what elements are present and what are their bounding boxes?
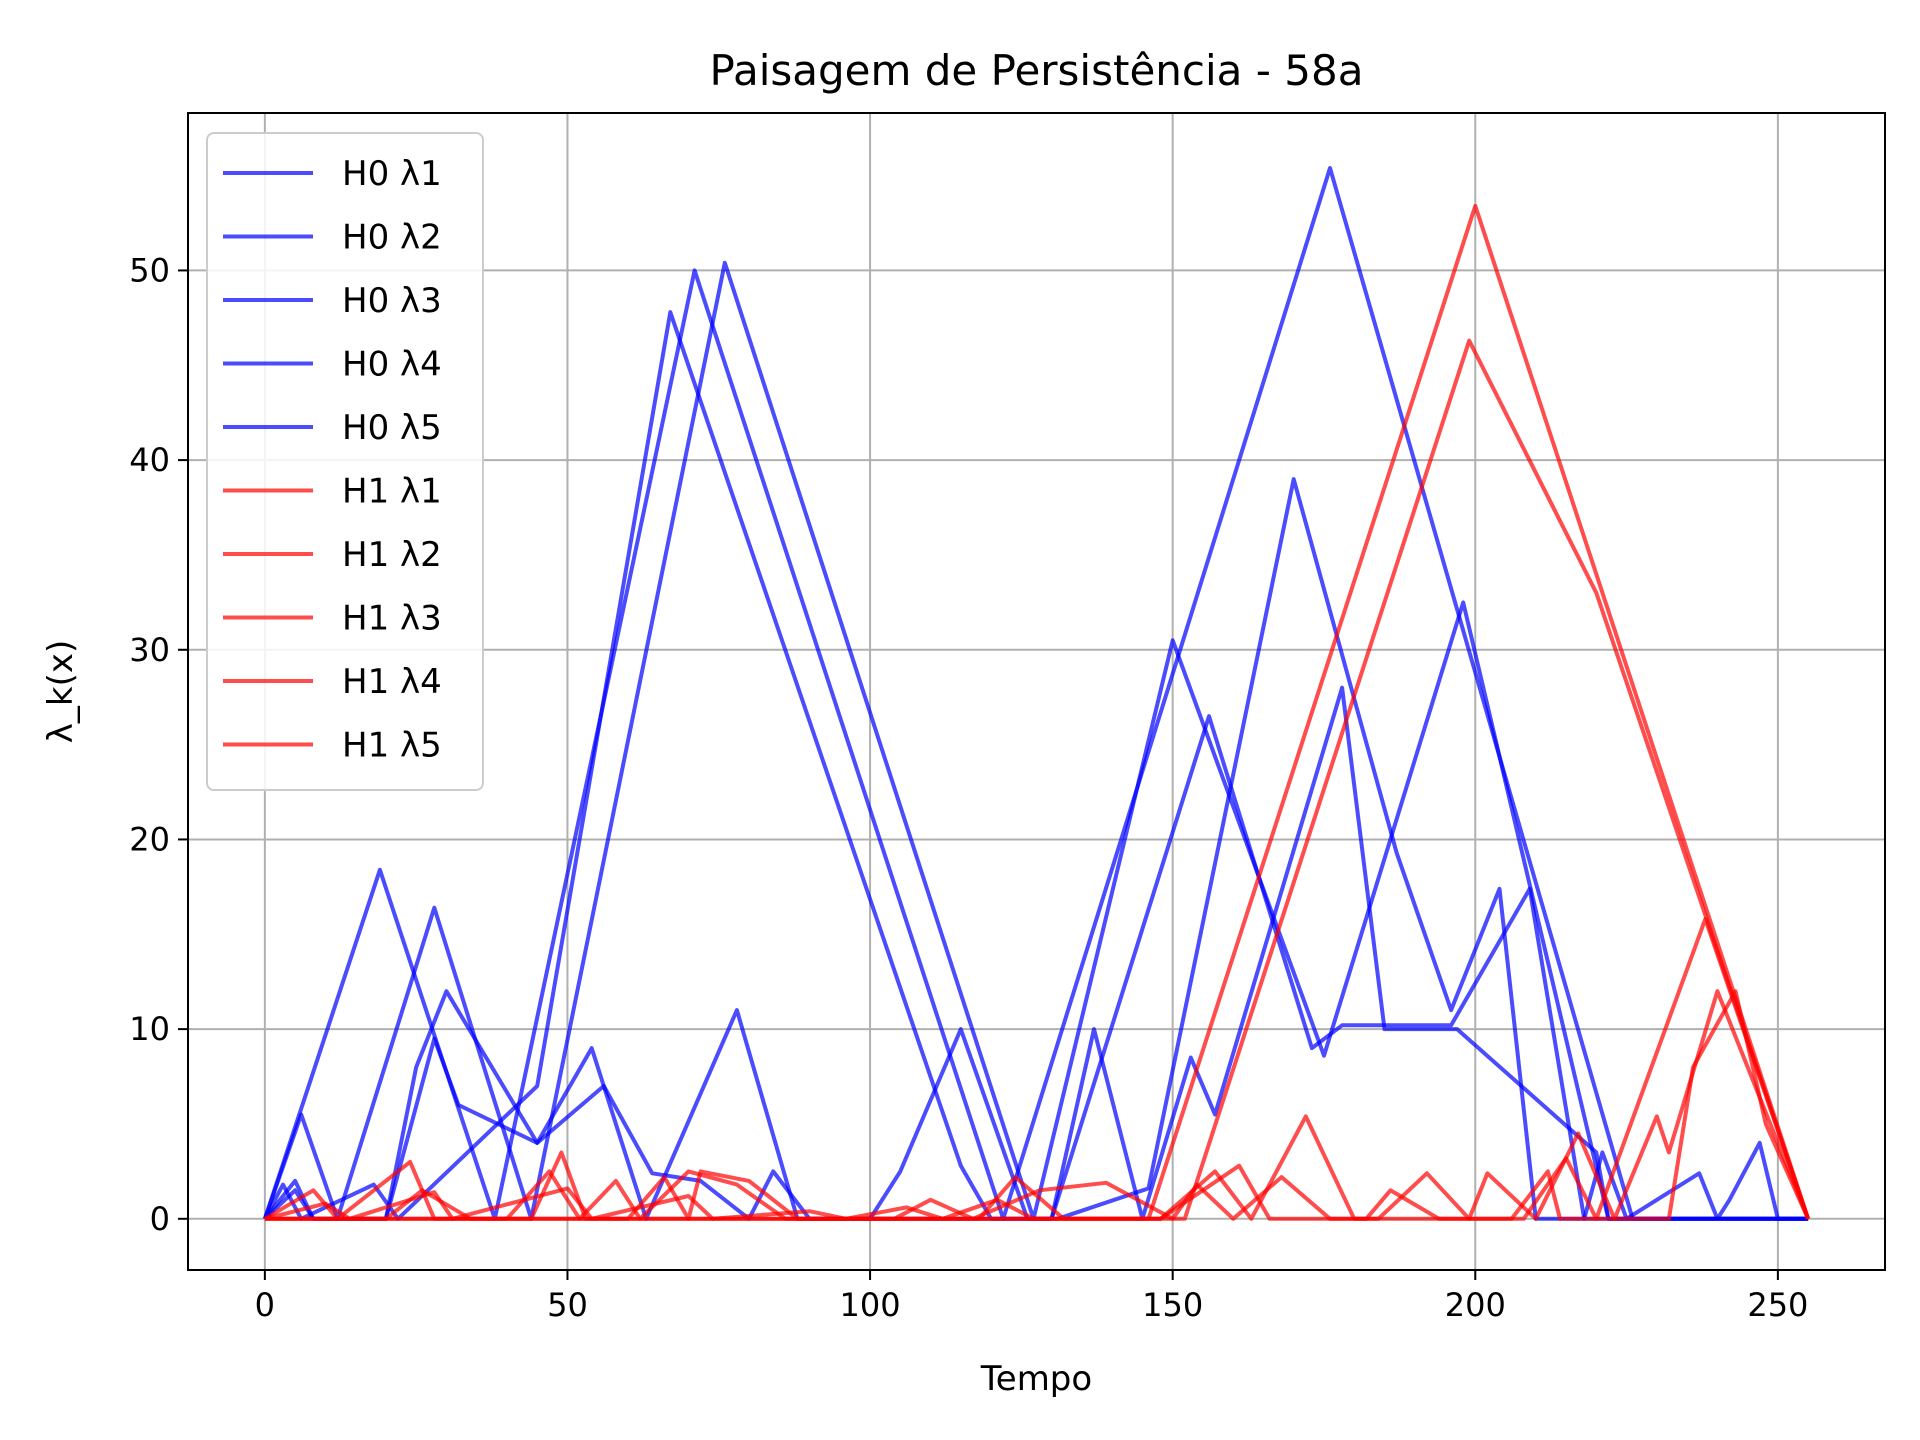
chart-title: Paisagem de Persistência - 58a xyxy=(710,46,1364,95)
legend-label: H0 λ4 xyxy=(342,345,442,385)
series-line-1 xyxy=(263,166,1809,1221)
series-line-2 xyxy=(263,260,1809,1221)
series-lines xyxy=(263,166,1811,1221)
x-tick-label: 50 xyxy=(547,1286,588,1324)
x-tick-label: 150 xyxy=(1142,1286,1203,1324)
y-tick-label: 20 xyxy=(129,820,170,858)
series-line-4 xyxy=(263,477,1809,1221)
legend-label: H0 λ3 xyxy=(342,281,442,321)
legend-label: H0 λ5 xyxy=(342,408,442,448)
plot-frame xyxy=(187,112,1886,1271)
y-tick-label: 10 xyxy=(129,1010,170,1048)
legend-label: H0 λ1 xyxy=(342,154,442,194)
legend-box xyxy=(206,132,484,791)
x-tick-label: 100 xyxy=(840,1286,901,1324)
legend: H0 λ1 H0 λ2 H0 λ3 H0 λ4 H0 λ5 H1 λ1 H1 λ2 H1 λ3… xyxy=(206,132,484,791)
legend-label: H1 λ1 xyxy=(342,472,442,512)
legend-label: H0 λ2 xyxy=(342,218,442,258)
y-tick-label: 50 xyxy=(129,251,170,289)
x-tick-label: 0 xyxy=(255,1286,275,1324)
y-tick-label: 40 xyxy=(129,441,170,479)
axis-ticks: 0 50 100 150 200 250 0 10 20 30 40 50 xyxy=(129,251,1808,1324)
x-tick-label: 200 xyxy=(1445,1286,1506,1324)
legend-label: H1 λ4 xyxy=(342,662,442,702)
y-tick-label: 30 xyxy=(129,631,170,669)
legend-label: H1 λ5 xyxy=(342,726,442,766)
y-tick-label: 0 xyxy=(150,1200,170,1238)
x-tick-label: 250 xyxy=(1747,1286,1808,1324)
series-line-9 xyxy=(264,989,1810,1221)
legend-label: H1 λ2 xyxy=(342,535,442,575)
y-axis-title: λ_k(x) xyxy=(41,640,81,743)
x-axis-title: Tempo xyxy=(980,1359,1092,1399)
legend-label: H1 λ3 xyxy=(342,599,442,639)
series-line-10 xyxy=(264,989,1810,1221)
